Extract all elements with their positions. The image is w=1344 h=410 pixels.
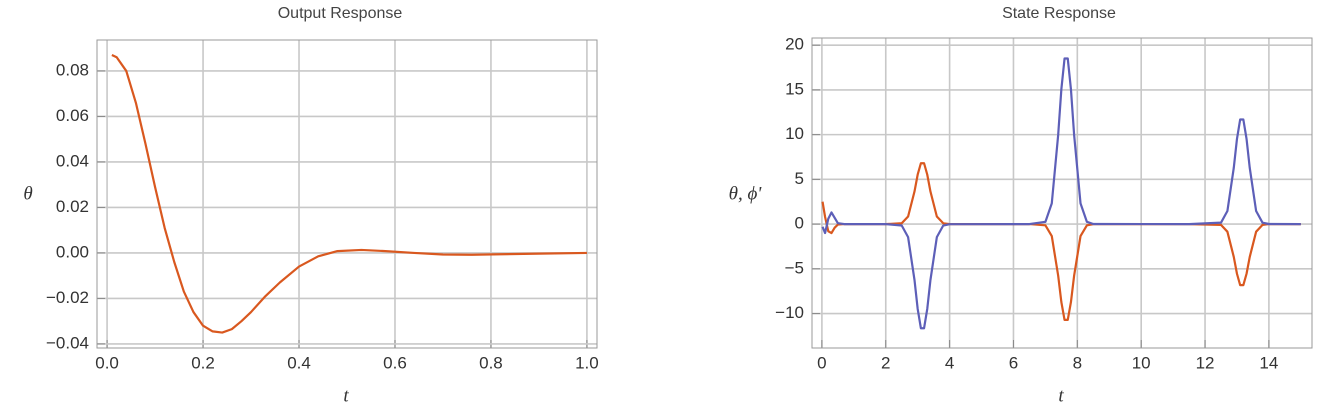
line-series xyxy=(821,162,1301,322)
y-tick-label: 0.00 xyxy=(56,242,89,261)
line-series xyxy=(821,57,1301,330)
y-tick-label: 0 xyxy=(795,214,804,233)
y-tick-label: −10 xyxy=(775,303,804,322)
y-tick-label: 20 xyxy=(785,35,804,54)
x-tick-label: 2 xyxy=(881,353,890,372)
x-axis-label: t xyxy=(1058,385,1064,406)
y-tick-label: 10 xyxy=(785,124,804,143)
x-tick-label: 0.6 xyxy=(383,353,407,372)
x-tick-label: 1.0 xyxy=(575,353,599,372)
x-tick-label: 12 xyxy=(1196,353,1215,372)
y-tick-label: 0.04 xyxy=(56,151,89,170)
y-tick-label: 0.02 xyxy=(56,197,89,216)
y-tick-label: −5 xyxy=(785,258,804,277)
x-tick-label: 0.2 xyxy=(191,353,215,372)
line-series xyxy=(111,54,587,334)
y-tick-label: 0.06 xyxy=(56,106,89,125)
x-tick-label: 0 xyxy=(817,353,826,372)
y-tick-label: 5 xyxy=(795,169,804,188)
x-tick-label: 6 xyxy=(1009,353,1018,372)
y-tick-label: 15 xyxy=(785,79,804,98)
x-tick-label: 0.4 xyxy=(287,353,311,372)
x-axis-label: t xyxy=(343,385,349,406)
x-tick-label: 4 xyxy=(945,353,954,372)
plot-frame xyxy=(811,37,1313,349)
y-tick-label: −0.04 xyxy=(46,333,89,352)
x-tick-label: 8 xyxy=(1073,353,1082,372)
x-tick-label: 0.8 xyxy=(479,353,503,372)
chart-title: Output Response xyxy=(278,5,403,22)
x-tick-label: 14 xyxy=(1259,353,1278,372)
plot-frame xyxy=(96,39,598,349)
chart-title: State Response xyxy=(1002,5,1116,22)
y-axis-label: θ, ϕ' xyxy=(729,183,763,204)
y-axis-label: θ xyxy=(23,183,32,204)
y-tick-label: 0.08 xyxy=(56,60,89,79)
x-tick-label: 0.0 xyxy=(95,353,119,372)
y-tick-label: −0.02 xyxy=(46,288,89,307)
x-tick-label: 10 xyxy=(1132,353,1151,372)
